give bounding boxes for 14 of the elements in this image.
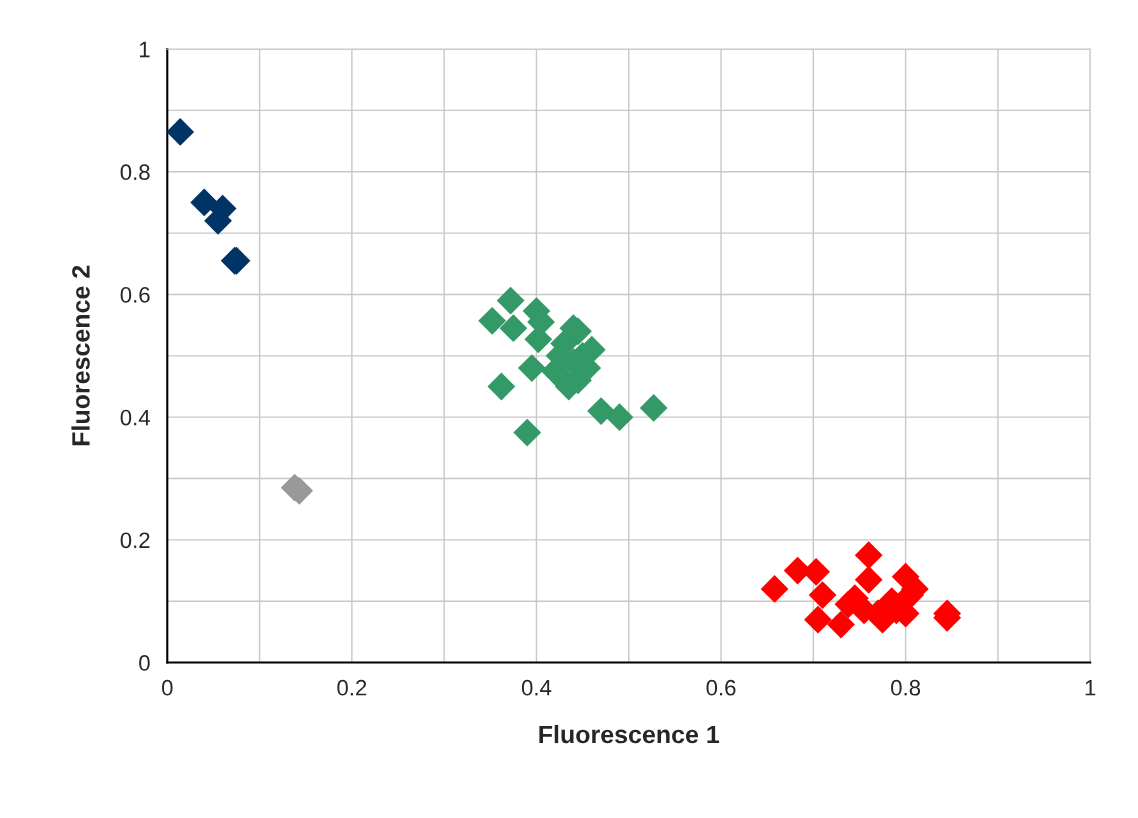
- x-axis-title: Fluorescence 1: [539, 724, 720, 744]
- x-tick-label: 0.6: [706, 679, 736, 696]
- x-tick-label: 0.4: [521, 679, 552, 696]
- x-tick-label: 1: [1085, 680, 1096, 696]
- x-tick-label: 0.8: [891, 679, 921, 696]
- y-tick-label: 0.2: [120, 532, 150, 549]
- x-tick-label: 0: [161, 679, 173, 696]
- x-tick-label: 0.2: [337, 679, 367, 696]
- y-tick-label: 1: [139, 41, 150, 58]
- y-tick-label: 0.6: [120, 287, 150, 303]
- y-tick-label: 0.8: [120, 164, 150, 181]
- y-axis-title: Fluorescence 2: [71, 265, 90, 446]
- y-tick-label: 0: [139, 655, 150, 671]
- y-tick-label: 0.4: [120, 409, 150, 426]
